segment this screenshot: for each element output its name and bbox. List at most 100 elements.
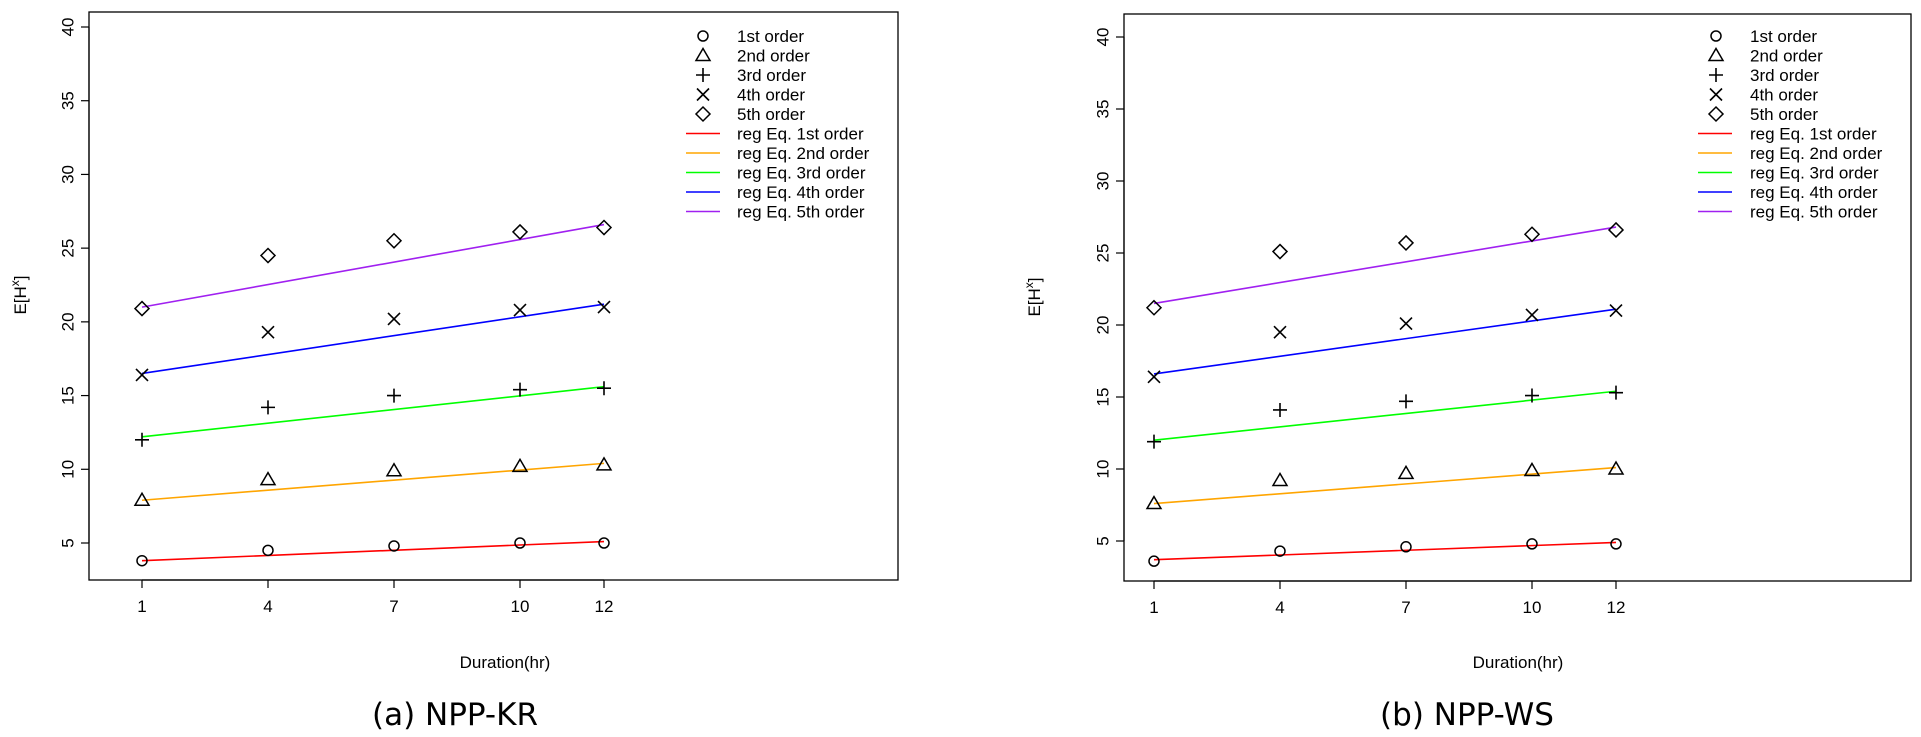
regression-line-5 [141,223,605,308]
regression-line-5 [1153,226,1617,305]
x-axis-title: Duration(hr) [1473,653,1564,672]
data-point [1609,385,1623,400]
y-axis-title: E[Hx] [1022,277,1044,316]
legend-label: 1st order [1750,27,1817,46]
y-tick-label: 10 [58,460,77,479]
legend-label: reg Eq. 4th order [737,183,865,202]
data-point [136,554,148,567]
legend-label: reg Eq. 2nd order [1750,144,1883,163]
regression-line-2 [141,462,605,502]
data-point [1523,461,1541,477]
legend-label: 3rd order [737,66,806,85]
legend-label: reg Eq. 3rd order [1750,164,1879,183]
legend-label: reg Eq. 4th order [1750,183,1878,202]
data-point [1400,541,1412,553]
series-1-points [136,537,610,567]
legend-label: 3rd order [1750,66,1819,85]
data-point [597,381,611,396]
series-1-points [1148,538,1622,567]
data-point [1273,402,1287,417]
data-point [1145,495,1163,510]
y-tick-label: 35 [58,91,77,110]
x-tick-label: 10 [1523,598,1542,617]
data-point [387,312,401,326]
legend-marker [694,105,712,123]
panel-caption: (b) NPP-WS [1380,697,1554,733]
regression-line-4 [1153,308,1617,375]
data-point [387,388,401,403]
chart-panel-2: 5 10 15 20 25 30 35 40 1 4 7 10 12 Duration(hr) E[Hx] 1… [1022,13,1912,733]
legend-marker [1709,68,1723,82]
data-point [261,400,275,415]
data-point [1609,304,1623,318]
x-axis-title: Duration(hr) [460,653,551,672]
y-tick-label: 5 [58,538,77,547]
legend-label: 5th order [737,105,805,124]
y-axis-title-close: ] [1025,277,1044,282]
data-point [1526,538,1538,550]
data-point [511,457,529,473]
legend-marker [1710,30,1722,42]
x-tick-label: 7 [389,597,398,616]
data-point [1607,460,1625,475]
y-tick-label: 25 [1093,244,1112,263]
legend-marker [1709,87,1723,102]
legend-marker [697,30,709,42]
data-point [1525,308,1539,322]
y-tick-label: 40 [58,18,77,37]
y-tick-label: 30 [58,165,77,184]
data-point [259,471,277,486]
data-point [595,456,613,471]
data-point [261,325,275,339]
data-point [1610,538,1622,550]
data-point [135,432,149,447]
data-point [385,232,403,249]
data-point [259,247,277,264]
legend-marker [696,87,710,102]
data-point [513,382,527,397]
series-3-points [135,381,611,447]
series-5-points [133,219,613,317]
legend-label: reg Eq. 2nd order [737,144,870,163]
data-point [388,540,400,552]
legend-label: reg Eq. 1st order [1750,125,1877,144]
legend-marker [694,47,712,62]
y-tick-label: 15 [58,386,77,405]
legend-label: 2nd order [737,47,810,66]
legend-label: 1st order [737,27,804,46]
y-tick-label: 30 [1093,172,1112,191]
data-point [133,491,151,506]
data-point [1147,434,1161,449]
y-tick-label: 20 [58,312,77,331]
legend-label: reg Eq. 3rd order [737,164,866,183]
regression-line-1 [1153,541,1617,561]
data-point [595,219,613,236]
y-axis-title-superscript: x [1022,282,1036,288]
data-point [513,303,527,317]
data-point [1148,555,1160,567]
x-tick-label: 12 [1607,598,1626,617]
regression-line-3 [1153,390,1617,441]
y-axis-title-superscript: x [8,280,22,286]
y-tick-label: 15 [1093,388,1112,407]
series-4-points [1147,304,1623,384]
series-2-points [133,456,613,506]
data-point [1399,394,1413,409]
data-point [597,300,611,314]
x-tick-label: 1 [1149,598,1158,617]
data-point [133,300,151,317]
y-axis-title-close: ] [11,275,30,280]
legend-marker [1707,47,1725,62]
legend-marker [1707,105,1725,123]
x-tick-label: 10 [511,597,530,616]
data-point [1523,226,1541,243]
y-axis-title: E[Hx] [8,275,30,314]
data-point [1607,221,1625,239]
y-tick-label: 35 [1093,100,1112,119]
legend-marker [696,68,710,82]
data-point [1273,325,1287,339]
x-tick-label: 12 [595,597,614,616]
